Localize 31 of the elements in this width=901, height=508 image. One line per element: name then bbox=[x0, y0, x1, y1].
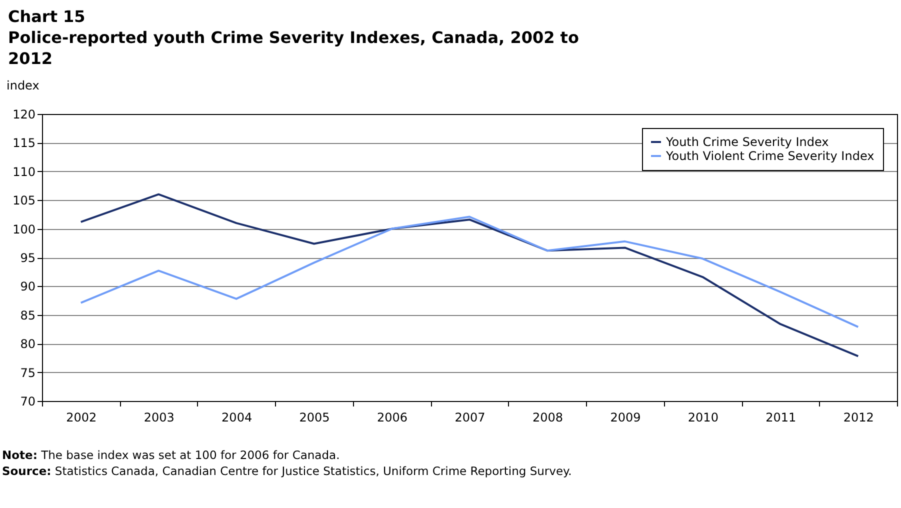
line-series bbox=[80, 193, 860, 358]
legend-label: Youth Violent Crime Severity Index bbox=[665, 149, 874, 163]
x-tick-label: 2005 bbox=[299, 410, 330, 424]
x-tick-label: 2008 bbox=[532, 410, 563, 424]
y-axis-title: index bbox=[6, 78, 40, 92]
line-series bbox=[80, 216, 860, 328]
x-tick-label: 2007 bbox=[454, 410, 486, 424]
y-tick-label: 90 bbox=[20, 280, 36, 294]
x-tick-label: 2002 bbox=[66, 410, 97, 424]
x-tick-label: 2012 bbox=[843, 410, 874, 424]
y-tick-label: 110 bbox=[12, 164, 36, 179]
text: Note: The base index was set at 100 for 2006 for Canada. bbox=[2, 447, 341, 463]
x-tick-label: 2010 bbox=[688, 410, 718, 424]
y-tick-label: 115 bbox=[12, 136, 36, 150]
x-tick-label: 2004 bbox=[222, 410, 252, 424]
x-tick-label: 2009 bbox=[610, 410, 641, 424]
x-tick-label: 2003 bbox=[144, 410, 174, 424]
y-tick-label: 85 bbox=[20, 308, 36, 322]
legend-label: Youth Crime Severity Index bbox=[665, 135, 829, 149]
y-tick-label: 75 bbox=[20, 366, 36, 380]
y-tick-label: 100 bbox=[12, 222, 36, 236]
y-tick-label: 80 bbox=[20, 337, 36, 352]
x-tick-label: 2011 bbox=[766, 410, 796, 424]
y-tick-label: 70 bbox=[20, 394, 36, 408]
chart-subtitle: Police-reported youth Crime Severity Indexes, Canada, 2002 to 2012 bbox=[8, 27, 580, 69]
chart-title: Chart 15 bbox=[8, 6, 86, 27]
x-tick-label: 2006 bbox=[377, 410, 408, 424]
y-tick-label: 95 bbox=[20, 251, 36, 265]
y-tick-label: 120 bbox=[12, 108, 36, 122]
y-tick-label: 105 bbox=[12, 194, 36, 208]
source-note: Source: Statistics Canada, Canadian Centre for Justice Statistics, Uniform Crime Reporting Survey. bbox=[2, 463, 573, 479]
